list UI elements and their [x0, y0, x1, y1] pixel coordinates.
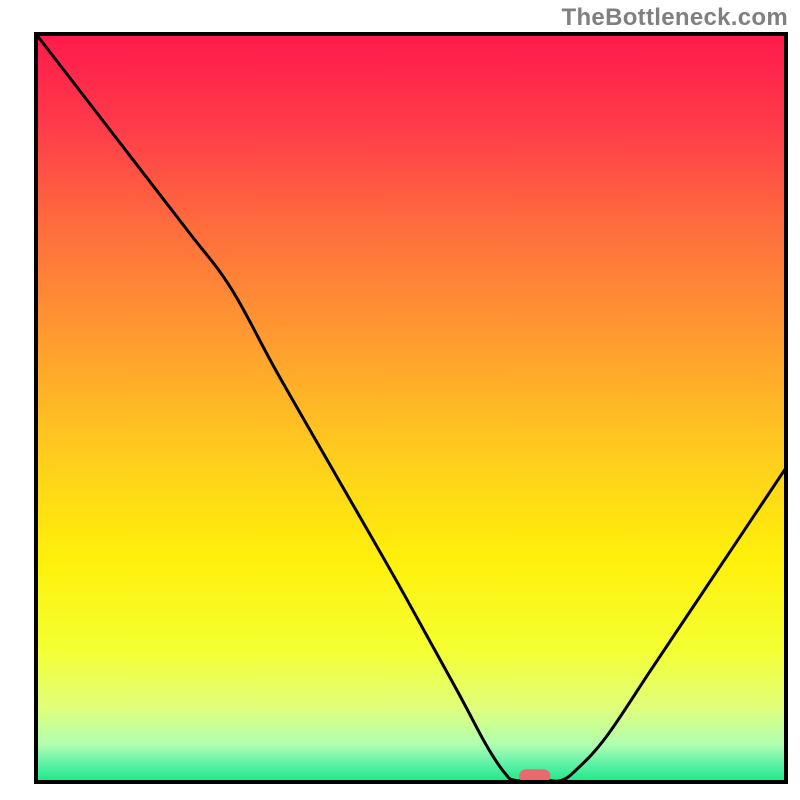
bottleneck-chart — [34, 32, 788, 784]
watermark-text: TheBottleneck.com — [562, 4, 788, 32]
chart-frame — [34, 32, 788, 784]
